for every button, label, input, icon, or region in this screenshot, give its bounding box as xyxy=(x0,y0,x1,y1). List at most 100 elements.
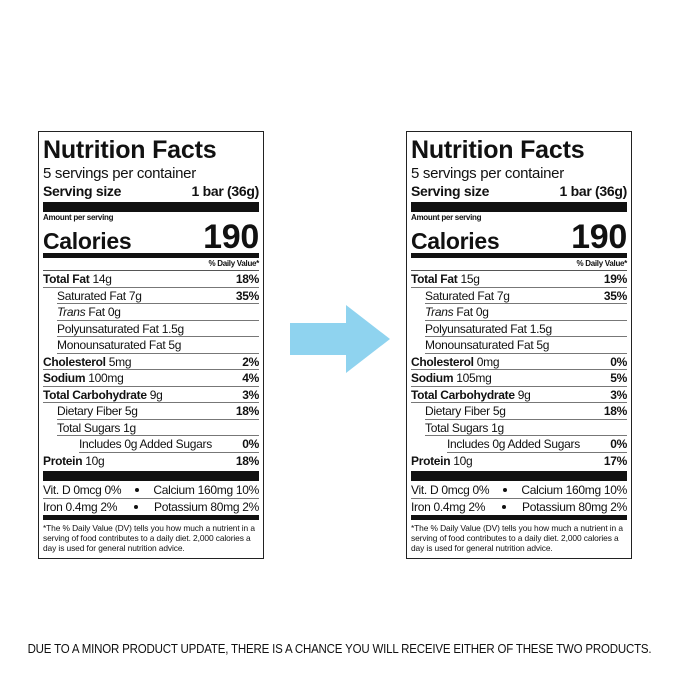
nutrient-amount: 105mg xyxy=(456,371,492,385)
daily-value: 18% xyxy=(235,404,259,418)
nutrient-name: Cholesterol xyxy=(43,354,106,369)
nutrient-amount: 10g xyxy=(85,453,105,468)
nutrient-row: Protein 10g 18% xyxy=(43,453,259,470)
amount-per-serving: Amount per serving xyxy=(43,213,114,222)
nutrient: Monounsaturated Fat 5g xyxy=(57,337,181,353)
nutrient-name: Protein xyxy=(43,453,83,468)
nutrient-amount: 9g xyxy=(517,387,531,402)
daily-value-header: % Daily Value* xyxy=(43,258,259,271)
nutrient-name: Dietary Fiber xyxy=(425,404,490,418)
nutrient-amount: 1.5g xyxy=(161,321,184,336)
nutrient-name: Polyunsaturated Fat xyxy=(425,321,527,336)
daily-value: 0% xyxy=(610,354,627,369)
nutrient-name: Trans xyxy=(57,305,86,319)
nutrient: Saturated Fat 7g xyxy=(425,288,510,304)
nutrient: Dietary Fiber 5g xyxy=(425,403,506,419)
bullet xyxy=(135,488,140,492)
nutrient-amount: 7g xyxy=(128,288,142,303)
nutrient-row: Total Sugars 1g xyxy=(57,420,259,436)
vitamin-row: Vit. D 0mcg 0% Calcium 160mg 10% xyxy=(43,482,259,499)
rule xyxy=(43,515,259,520)
calories: 190 xyxy=(203,218,259,256)
caption: DUE TO A MINOR PRODUCT UPDATE, THERE IS … xyxy=(27,642,652,656)
nutrient-amount: 10g xyxy=(453,453,473,468)
footnote: *The % Daily Value (DV) tells you how mu… xyxy=(411,523,623,553)
nutrient-name: Total Fat xyxy=(411,272,458,286)
vitamin-row: Vit. D 0mcg 0% Calcium 160mg 10% xyxy=(411,482,627,499)
nutrition-label: Nutrition Facts 5 servings per container S… xyxy=(406,131,632,559)
nutrient-row: Monounsaturated Fat 5g xyxy=(425,337,627,354)
nutrient-amount: 5g xyxy=(492,404,506,418)
nutrient-row: Dietary Fiber 5g 18% xyxy=(57,403,259,420)
vitamin: Vit. D 0mcg 0% xyxy=(43,483,122,497)
nutrient: Total Carbohydrate 9g xyxy=(43,387,163,403)
amount-per-serving: Amount per serving xyxy=(411,213,482,222)
nutrient: Monounsaturated Fat 5g xyxy=(425,337,549,353)
nutrient-amount: 1g xyxy=(123,420,136,435)
nutrient-amount: 1g xyxy=(491,420,504,435)
nutrient-amount: 7g xyxy=(496,288,510,303)
nutrient-name: Sodium xyxy=(411,371,454,385)
nutrient-name: Monounsaturated Fat xyxy=(425,338,534,352)
vitamin-row: Iron 0.4mg 2% Potassium 80mg 2% xyxy=(411,499,627,515)
daily-value: 0% xyxy=(610,437,627,451)
daily-value: 19% xyxy=(603,272,627,286)
label-title: Nutrition Facts xyxy=(43,136,217,164)
nutrient-row: Sodium 100mg 4% xyxy=(43,370,259,387)
nutrient-name: Saturated Fat xyxy=(57,288,126,303)
nutrient-row: Trans Fat 0g xyxy=(425,304,627,321)
nutrient-row: Monounsaturated Fat 5g xyxy=(57,337,259,354)
nutrient-name: Total Sugars xyxy=(57,420,121,435)
servings: 5 servings per container xyxy=(411,165,564,182)
rule xyxy=(43,253,259,258)
vitamin: Calcium 160mg 10% xyxy=(153,483,259,497)
arrow-shape xyxy=(290,305,390,373)
daily-value: 35% xyxy=(603,288,627,303)
nutrient-row: Sodium 105mg 5% xyxy=(411,370,627,387)
nutrient: Total Sugars 1g xyxy=(57,420,136,436)
rule xyxy=(43,202,259,212)
daily-value: 18% xyxy=(235,272,259,286)
nutrient-amount: Fat 0g xyxy=(88,305,121,319)
calories-label: Calories xyxy=(411,228,500,254)
nutrient-amount: 5g xyxy=(124,404,138,418)
serving-size: 1 bar (36g) xyxy=(191,183,260,199)
serving-size-label: Serving size xyxy=(411,183,490,199)
vitamin: Potassium 80mg 2% xyxy=(154,500,259,514)
nutrient: Polyunsaturated Fat 1.5g xyxy=(57,321,184,337)
daily-value: 3% xyxy=(242,387,259,402)
nutrient-row: Cholesterol 0mg 0% xyxy=(411,354,627,370)
vitamin: Vit. D 0mcg 0% xyxy=(411,483,490,497)
nutrient: Dietary Fiber 5g xyxy=(57,403,138,419)
daily-value: 35% xyxy=(235,288,259,303)
nutrient-row: Total Fat 14g 18% xyxy=(43,271,259,288)
rule xyxy=(411,471,627,481)
calories-row: Calories 190 xyxy=(43,218,259,256)
nutrient-row: Cholesterol 5mg 2% xyxy=(43,354,259,370)
nutrient: Protein 10g xyxy=(43,453,105,470)
calories-row: Calories 190 xyxy=(411,220,627,254)
nutrient: Trans Fat 0g xyxy=(57,304,121,320)
nutrient-row: Polyunsaturated Fat 1.5g xyxy=(57,321,259,337)
nutrient-row: Saturated Fat 7g 35% xyxy=(425,288,627,304)
nutrient: Total Fat 15g xyxy=(411,271,480,287)
nutrient-amount: 9g xyxy=(149,387,163,402)
nutrient-name: Cholesterol xyxy=(411,354,474,369)
daily-value: 3% xyxy=(610,387,627,402)
nutrient-name: Monounsaturated Fat xyxy=(57,338,166,352)
nutrient-amount: 5mg xyxy=(108,354,132,369)
nutrient-name: Trans xyxy=(425,305,454,319)
arrow xyxy=(290,305,390,373)
nutrient-name: Total Carbohydrate xyxy=(411,387,515,402)
serving-size-label: Serving size xyxy=(43,183,122,199)
nutrient-name: Protein xyxy=(411,453,451,468)
vitamin: Iron 0.4mg 2% xyxy=(43,500,118,514)
nutrient: Sodium 100mg xyxy=(43,370,124,386)
nutrient: Total Sugars 1g xyxy=(425,420,504,436)
rule xyxy=(43,471,259,481)
nutrient-amount: 15g xyxy=(460,272,480,286)
daily-value: 4% xyxy=(242,371,259,385)
nutrient-name: Total Fat xyxy=(43,272,90,286)
nutrient-amount: 1.5g xyxy=(529,321,552,336)
